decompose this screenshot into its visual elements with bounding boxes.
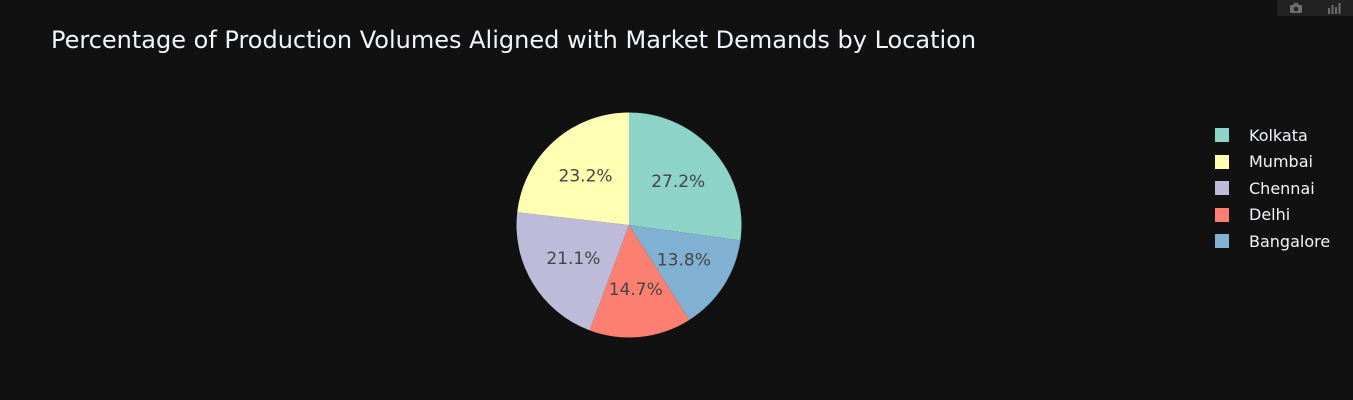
pie-slice-bangalore[interactable] [629, 225, 741, 320]
legend-label: Bangalore [1249, 231, 1331, 251]
legend-swatch [1215, 181, 1229, 196]
legend-label: Kolkata [1249, 125, 1308, 145]
bar-chart-icon[interactable] [1325, 1, 1343, 15]
legend-item-delhi[interactable]: Delhi [1215, 202, 1330, 229]
legend-label: Delhi [1249, 205, 1291, 225]
legend-label: Mumbai [1249, 152, 1313, 172]
camera-icon[interactable] [1287, 1, 1305, 15]
chart-title: Percentage of Production Volumes Aligned… [51, 26, 977, 54]
pie-label-chennai: 21.1% [546, 249, 600, 269]
legend-label: Chennai [1249, 178, 1315, 198]
modebar [1277, 0, 1353, 16]
legend-item-mumbai[interactable]: Mumbai [1215, 149, 1330, 176]
legend-swatch [1215, 207, 1229, 222]
legend-item-kolkata[interactable]: Kolkata [1215, 122, 1330, 149]
pie-label-delhi: 14.7% [609, 280, 663, 300]
pie-label-mumbai: 23.2% [559, 166, 613, 186]
pie-label-bangalore: 13.8% [657, 250, 711, 270]
legend-swatch [1215, 154, 1229, 169]
legend-swatch [1215, 128, 1229, 143]
pie-slice-delhi[interactable] [589, 225, 690, 338]
pie-label-kolkata: 27.2% [651, 172, 705, 192]
legend-item-bangalore[interactable]: Bangalore [1215, 228, 1330, 255]
pie-labels: 27.2% 13.8% 14.7% 21.1% 23.2% [546, 166, 711, 300]
pie-slices [516, 112, 742, 338]
legend: Kolkata Mumbai Chennai Delhi Bangalore [1215, 122, 1330, 255]
pie-slice-chennai[interactable] [516, 212, 630, 331]
legend-swatch [1215, 234, 1229, 249]
legend-item-chennai[interactable]: Chennai [1215, 175, 1330, 202]
pie-slice-mumbai[interactable] [517, 112, 629, 226]
pie-slice-kolkata[interactable] [629, 112, 742, 241]
